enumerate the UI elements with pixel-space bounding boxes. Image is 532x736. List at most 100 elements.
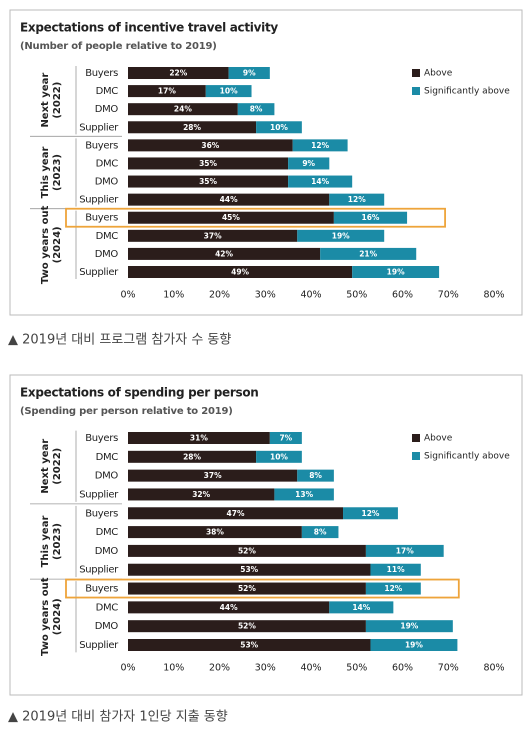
value-label: 12%: [311, 141, 329, 150]
legend-label: Significantly above: [424, 87, 510, 97]
value-label: 35%: [199, 159, 217, 168]
category-label: DMC: [96, 86, 119, 97]
bar-segment: [128, 469, 298, 482]
category-label: DMO: [95, 249, 119, 260]
bar-segment: [228, 67, 270, 79]
category-label: Buyers: [85, 68, 118, 79]
group-label: Two years out: [40, 577, 51, 656]
legend-label: Above: [424, 69, 453, 79]
bar-segment: [128, 639, 371, 651]
value-label: 10%: [270, 452, 288, 461]
bar-segment: [365, 582, 421, 595]
bar-segment: [128, 175, 289, 188]
bar-segment: [128, 229, 298, 242]
value-label: 21%: [359, 249, 377, 258]
value-label: 8%: [250, 105, 263, 114]
value-label: 28%: [183, 123, 201, 132]
bar-segment: [297, 229, 385, 242]
x-tick-label: 40%: [300, 663, 321, 674]
value-label: 53%: [240, 565, 258, 574]
category-label: DMO: [95, 621, 119, 632]
category-label: Supplier: [79, 267, 119, 278]
bar-segment: [329, 193, 385, 206]
value-label: 47%: [227, 509, 245, 518]
value-label: 44%: [220, 603, 238, 612]
value-label: 37%: [204, 231, 222, 240]
bar-segment: [343, 507, 398, 520]
bar-segment: [297, 469, 334, 482]
bar-segment: [365, 620, 453, 633]
legend-swatch: [412, 434, 420, 442]
value-label: 37%: [204, 471, 222, 480]
category-label: Supplier: [79, 640, 119, 651]
group-label: Two years out: [40, 205, 51, 284]
x-tick-label: 70%: [438, 663, 459, 674]
value-label: 19%: [332, 231, 350, 240]
category-label: Buyers: [85, 508, 118, 519]
value-label: 10%: [270, 123, 288, 132]
bar-segment: [256, 121, 302, 134]
group-label: This year: [40, 516, 51, 568]
chart-title: Expectations of incentive travel activit…: [20, 21, 278, 35]
bar-segment: [256, 450, 302, 463]
value-label: 42%: [215, 249, 233, 258]
bar-segment: [320, 247, 417, 260]
bar-segment: [370, 639, 458, 651]
category-label: Buyers: [85, 140, 118, 151]
x-tick-label: 30%: [255, 290, 276, 301]
value-label: 22%: [169, 69, 187, 78]
category-label: DMC: [96, 158, 119, 169]
bar-segment: [128, 157, 289, 170]
x-tick-label: 80%: [483, 290, 504, 301]
category-label: DMO: [95, 546, 119, 557]
value-label: 52%: [238, 622, 256, 631]
bar-segment: [205, 85, 252, 98]
value-label: 16%: [361, 213, 379, 222]
bar-segment: [269, 432, 302, 444]
value-label: 19%: [400, 622, 418, 631]
group-label: Next year: [40, 73, 51, 128]
value-label: 52%: [238, 546, 256, 555]
bar-segment: [301, 526, 339, 539]
value-label: 36%: [201, 141, 219, 150]
bar-segment: [128, 620, 366, 633]
value-label: 13%: [295, 490, 313, 499]
category-label: DMC: [96, 452, 119, 463]
bar-segment: [128, 507, 344, 520]
bar-segment: [128, 563, 371, 576]
legend-swatch: [412, 69, 420, 77]
category-label: DMO: [95, 104, 119, 115]
x-tick-label: 20%: [209, 663, 230, 674]
group-label: (2023): [52, 154, 63, 191]
group-label: (2022): [52, 82, 63, 119]
category-label: Supplier: [79, 122, 119, 133]
caption: ▲ 2019년 대비 참가자 1인당 지출 동향: [8, 710, 228, 725]
bar-segment: [128, 121, 257, 134]
bar-segment: [128, 488, 275, 501]
category-label: DMO: [95, 471, 119, 482]
category-label: Buyers: [85, 433, 118, 444]
bar-segment: [274, 488, 334, 501]
value-label: 14%: [311, 177, 329, 186]
value-label: 14%: [352, 603, 370, 612]
group-label: (2024): [52, 598, 63, 635]
chart-title: Expectations of spending per person: [20, 386, 259, 400]
value-label: 52%: [238, 584, 256, 593]
bar-segment: [370, 563, 421, 576]
group-label: Next year: [40, 439, 51, 494]
bar-segment: [128, 526, 302, 539]
value-label: 19%: [387, 268, 405, 277]
value-label: 53%: [240, 641, 258, 650]
group-label: (2023): [52, 523, 63, 560]
value-label: 11%: [387, 565, 405, 574]
category-label: DMO: [95, 177, 119, 188]
value-label: 8%: [309, 471, 322, 480]
value-label: 8%: [314, 528, 327, 537]
x-tick-label: 40%: [300, 290, 321, 301]
category-label: Supplier: [79, 565, 119, 576]
group-label: (2024): [52, 226, 63, 263]
bar-segment: [288, 157, 330, 170]
bar-segment: [237, 103, 275, 116]
x-tick-label: 0%: [120, 290, 135, 301]
